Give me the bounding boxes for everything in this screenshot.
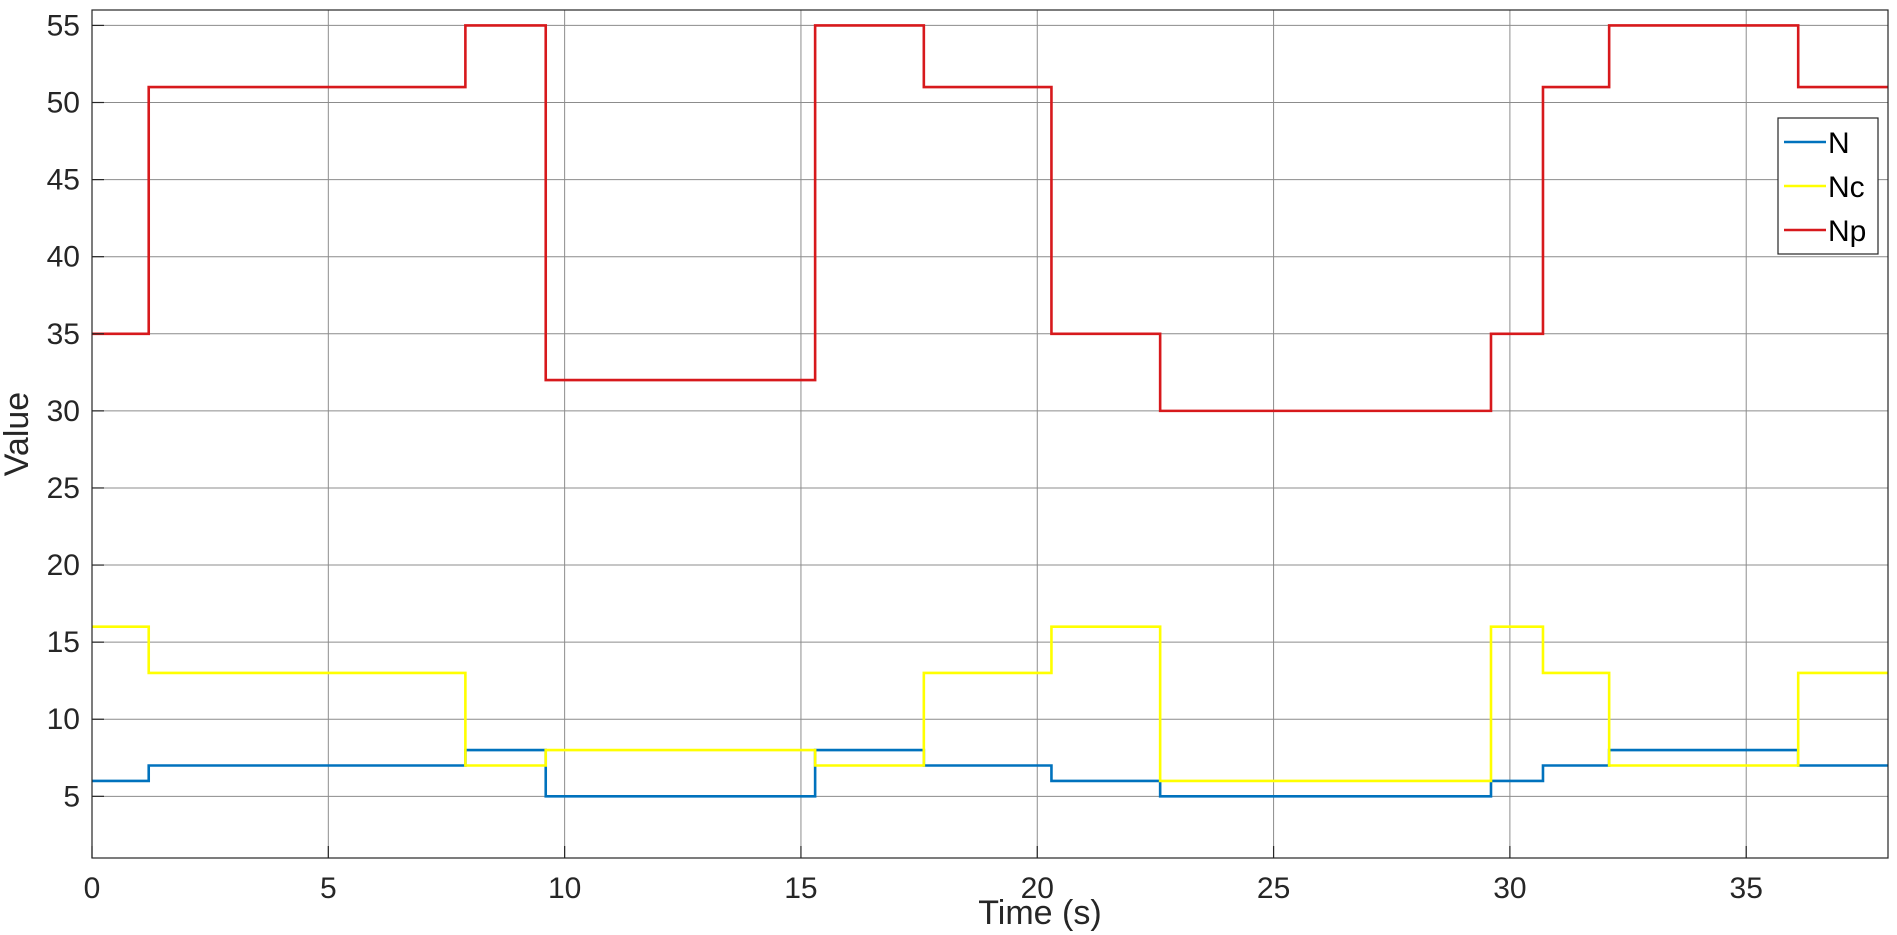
- x-tick-label: 35: [1730, 872, 1763, 905]
- legend-label-np: Np: [1828, 215, 1866, 248]
- y-tick-label: 40: [47, 241, 80, 274]
- x-tick-label: 0: [84, 872, 101, 905]
- x-tick-label: 5: [320, 872, 337, 905]
- y-tick-label: 15: [47, 626, 80, 659]
- x-tick-label: 30: [1493, 872, 1526, 905]
- y-tick-label: 50: [47, 87, 80, 120]
- y-axis-title: Value: [0, 392, 36, 476]
- x-axis-ticks: 0 5 10 15 20 25 30 35: [84, 846, 1763, 905]
- y-tick-label: 35: [47, 318, 80, 351]
- y-axis-ticks: 5 10 15 20 25 30 35 40 45 50 55: [47, 9, 104, 813]
- series-lines: [92, 24, 1888, 798]
- legend-label-n: N: [1828, 127, 1850, 160]
- y-tick-label: 10: [47, 703, 80, 736]
- x-tick-label: 20: [1021, 872, 1054, 905]
- x-axis-title: Time (s): [978, 894, 1101, 932]
- y-tick-label: 55: [47, 9, 80, 42]
- grid: [91, 10, 1888, 858]
- legend-label-nc: Nc: [1828, 171, 1865, 204]
- plot-frame: [91, 9, 1889, 859]
- plot-area: [92, 10, 1888, 858]
- y-tick-label: 20: [47, 549, 80, 582]
- x-tick-label: 15: [784, 872, 817, 905]
- y-tick-label: 45: [47, 164, 80, 197]
- x-tick-label: 10: [548, 872, 581, 905]
- y-tick-label: 30: [47, 395, 80, 428]
- x-tick-label: 25: [1257, 872, 1290, 905]
- series-line-np: [92, 24, 1888, 413]
- y-tick-label: 25: [47, 472, 80, 505]
- legend: N Nc Np: [1777, 117, 1879, 255]
- y-tick-label: 5: [63, 780, 80, 813]
- series-line-nc: [92, 625, 1888, 783]
